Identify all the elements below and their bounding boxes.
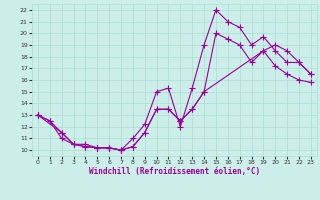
- X-axis label: Windchill (Refroidissement éolien,°C): Windchill (Refroidissement éolien,°C): [89, 167, 260, 176]
